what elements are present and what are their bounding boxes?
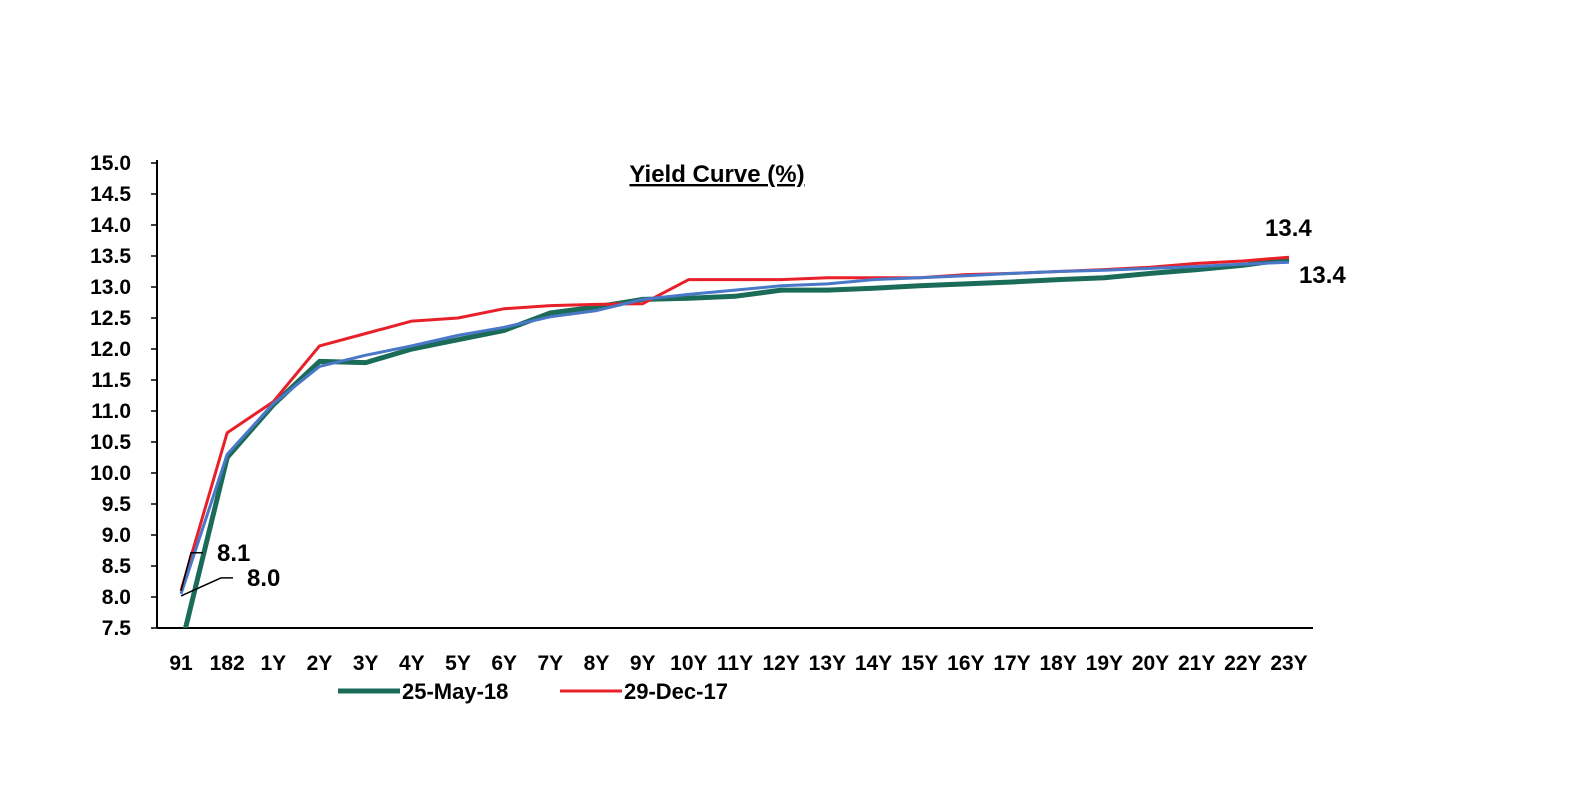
x-tick-label: 21Y — [1178, 652, 1215, 675]
y-tick-label: 8.0 — [102, 586, 131, 609]
x-tick-label: 12Y — [762, 652, 799, 675]
y-tick-label: 11.0 — [91, 400, 131, 423]
x-tick-label: 5Y — [445, 652, 471, 675]
chart-annotations: 8.18.0 13.4 13.4 — [180, 215, 1346, 597]
annotation-label: 8.0 — [247, 565, 280, 592]
annotation-leader-8-0 — [180, 577, 233, 597]
y-tick-label: 14.0 — [90, 214, 131, 237]
x-tick-label: 10Y — [670, 652, 707, 675]
chart-series — [179, 255, 1290, 628]
x-tick-label: 182 — [210, 652, 245, 675]
y-tick-label: 9.5 — [102, 493, 132, 516]
annotation-leader-8-1 — [180, 552, 203, 591]
x-tick-label: 23Y — [1270, 652, 1307, 675]
x-tick-label: 14Y — [855, 652, 892, 675]
chart-legend: 25-May-18 29-Dec-17 — [338, 679, 728, 704]
y-tick-label: 15.0 — [90, 152, 131, 175]
legend-label: 29-Dec-17 — [624, 679, 728, 704]
x-tick-label: 17Y — [993, 652, 1030, 675]
x-tick-label: 18Y — [1039, 652, 1076, 675]
x-tick-label: 13Y — [809, 652, 846, 675]
y-tick-label: 14.5 — [90, 183, 131, 206]
x-tick-label: 15Y — [901, 652, 938, 675]
x-tick-label: 9Y — [630, 652, 656, 675]
x-tick-label: 8Y — [584, 652, 610, 675]
x-tick-label: 91 — [169, 652, 193, 675]
x-tick-label: 4Y — [399, 652, 425, 675]
x-tick-label: 20Y — [1132, 652, 1169, 675]
x-tick-label: 7Y — [537, 652, 563, 675]
chart-title: Yield Curve (%) — [629, 161, 804, 188]
annotation-label: 13.4 — [1265, 215, 1312, 242]
annotation-label: 8.1 — [217, 540, 250, 567]
y-tick-label: 10.5 — [90, 431, 131, 454]
legend-label: 25-May-18 — [402, 679, 508, 704]
x-tick-label: 22Y — [1224, 652, 1261, 675]
y-tick-label: 12.0 — [90, 338, 131, 361]
x-tick-label: 19Y — [1086, 652, 1123, 675]
series-line-1 — [179, 255, 1290, 592]
chart-axes: 15.0 14.5 14.0 13.5 13.0 12.5 12.0 11.5 11.0 10.5… — [90, 152, 1313, 675]
x-tick-label: 11Y — [717, 652, 753, 675]
annotation-label: 13.4 — [1299, 262, 1346, 289]
x-tick-label: 6Y — [491, 652, 517, 675]
x-tick-label: 16Y — [947, 652, 984, 675]
y-tick-label: 8.5 — [102, 555, 132, 578]
y-tick-label: 10.0 — [90, 462, 131, 485]
y-tick-label: 13.0 — [90, 276, 131, 299]
x-tick-label: 1Y — [260, 652, 286, 675]
x-tick-label: 2Y — [307, 652, 333, 675]
y-tick-label: 9.0 — [102, 524, 131, 547]
series-line-2 — [179, 260, 1290, 595]
y-tick-label: 12.5 — [90, 307, 131, 330]
series-line-0 — [182, 256, 1290, 628]
y-tick-label: 7.5 — [102, 617, 132, 640]
y-tick-label: 11.5 — [91, 369, 131, 392]
y-tick-label: 13.5 — [90, 245, 131, 268]
x-tick-label: 3Y — [353, 652, 379, 675]
